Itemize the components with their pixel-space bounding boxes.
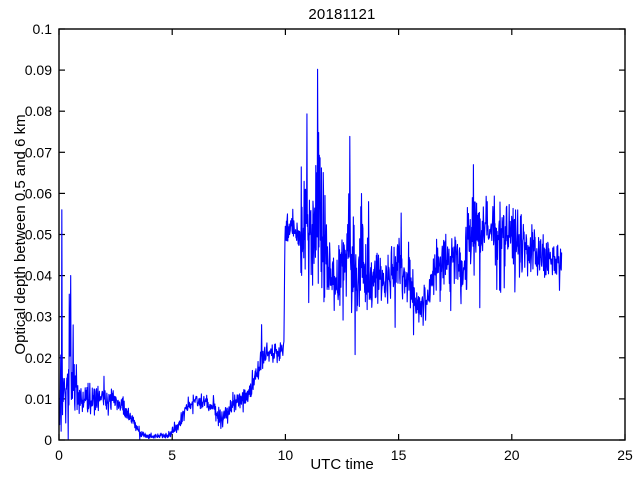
y-tick-label: 0.02 xyxy=(25,350,52,366)
y-tick-label: 0.1 xyxy=(33,21,53,37)
y-tick-label: 0.05 xyxy=(25,227,52,243)
y-tick-label: 0.06 xyxy=(25,185,52,201)
x-tick-label: 5 xyxy=(168,447,176,463)
x-tick-labels: 0 5 10 15 20 25 xyxy=(55,447,633,463)
x-tick-label: 15 xyxy=(391,447,407,463)
axis-tick-marks xyxy=(58,28,626,441)
y-tick-label: 0 xyxy=(44,432,52,448)
data-series-line xyxy=(58,68,563,440)
x-tick-label: 0 xyxy=(55,447,63,463)
y-tick-labels: 0 0.01 0.02 0.03 0.04 0.05 0.06 0.07 0.08 0.09 0.1 xyxy=(25,21,52,448)
y-tick-label: 0.04 xyxy=(25,268,52,284)
y-tick-label: 0.03 xyxy=(25,309,52,325)
x-tick-label: 20 xyxy=(504,447,520,463)
x-axis-label: UTC time xyxy=(310,456,374,473)
y-tick-label: 0.09 xyxy=(25,62,52,78)
chart-title: 20181121 xyxy=(308,6,376,23)
x-tick-label: 25 xyxy=(617,447,633,463)
y-tick-label: 0.08 xyxy=(25,103,52,119)
y-tick-label: 0.01 xyxy=(25,391,52,407)
y-axis-label: Optical depth between 0.5 and 6 km xyxy=(12,114,29,355)
y-tick-label: 0.07 xyxy=(25,144,52,160)
x-tick-label: 10 xyxy=(278,447,294,463)
axes-box-border xyxy=(58,28,626,441)
